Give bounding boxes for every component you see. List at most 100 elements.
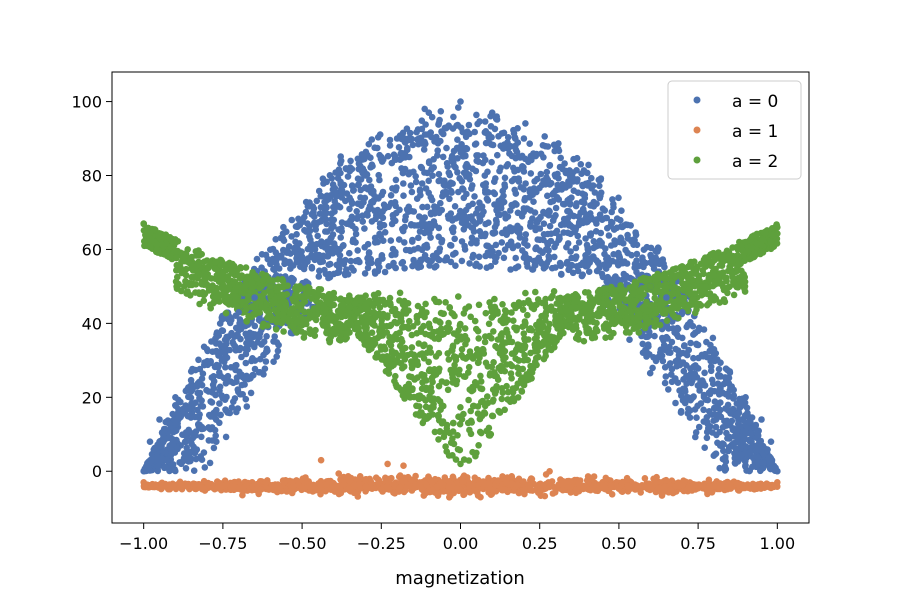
scatter-point: [564, 207, 571, 215]
scatter-point: [317, 456, 325, 464]
scatter-point: [543, 168, 551, 176]
scatter-point: [166, 420, 174, 428]
scatter-point: [452, 249, 459, 257]
scatter-point: [377, 155, 385, 163]
scatter-point: [703, 338, 710, 346]
scatter-point: [507, 266, 514, 273]
scatter-point: [661, 364, 669, 371]
scatter-point: [534, 236, 541, 243]
scatter-point: [633, 250, 641, 258]
scatter-point: [169, 410, 176, 418]
scatter-point: [759, 464, 767, 472]
scatter-point: [763, 447, 771, 454]
scatter-point: [201, 361, 208, 369]
scatter-point: [527, 170, 535, 177]
scatter-point: [717, 406, 724, 414]
scatter-point: [306, 483, 314, 491]
scatter-point: [400, 192, 407, 199]
scatter-point: [462, 144, 470, 152]
scatter-point: [549, 490, 557, 497]
scatter-point: [668, 365, 676, 373]
scatter-point: [376, 220, 384, 227]
scatter-point: [536, 184, 543, 192]
scatter-point: [433, 490, 441, 497]
scatter-point: [348, 200, 356, 207]
scatter-point: [440, 488, 448, 495]
scatter-point: [705, 389, 713, 397]
scatter-point: [489, 229, 497, 237]
scatter-point: [347, 488, 355, 495]
scatter-point: [507, 480, 515, 488]
scatter-point: [442, 299, 449, 306]
scatter-point: [711, 451, 719, 458]
scatter-point: [408, 331, 416, 339]
scatter-point: [210, 444, 218, 452]
scatter-point: [241, 381, 248, 388]
scatter-point: [768, 458, 776, 466]
scatter-point: [490, 189, 497, 196]
scatter-point: [533, 257, 540, 264]
scatter-point: [599, 205, 607, 212]
scatter-point: [511, 200, 519, 207]
scatter-point: [613, 224, 621, 232]
scatter-point: [661, 379, 669, 387]
scatter-point: [402, 486, 410, 494]
scatter-point: [531, 178, 538, 185]
points-layer: [140, 98, 781, 501]
scatter-point: [721, 374, 729, 381]
scatter-point: [584, 245, 592, 253]
scatter-point: [384, 460, 391, 468]
scatter-point: [546, 222, 554, 230]
scatter-point: [337, 234, 345, 241]
scatter-point: [662, 476, 670, 484]
scatter-point: [431, 264, 439, 271]
scatter-point: [213, 347, 220, 355]
scatter-point: [262, 251, 270, 259]
scatter-point: [400, 180, 407, 187]
scatter-point: [450, 224, 457, 231]
scatter-point: [700, 482, 707, 490]
scatter-point: [340, 481, 348, 488]
scatter-point: [648, 483, 656, 490]
scatter-point: [454, 155, 461, 162]
scatter-point: [549, 197, 557, 205]
scatter-point: [639, 340, 646, 348]
scatter-point: [409, 236, 416, 244]
scatter-point: [195, 420, 202, 428]
scatter-point: [464, 222, 472, 229]
scatter-point: [459, 185, 466, 192]
scatter-point: [581, 199, 588, 207]
scatter-point: [387, 237, 395, 244]
scatter-point: [509, 244, 517, 252]
scatter-point: [508, 152, 516, 160]
scatter-point: [690, 331, 697, 338]
scatter-point: [572, 244, 580, 252]
scatter-point: [256, 314, 263, 322]
scatter-point: [619, 223, 626, 231]
scatter-point: [716, 372, 724, 380]
scatter-point: [355, 181, 363, 188]
scatter-point: [518, 213, 526, 220]
scatter-point: [680, 376, 687, 383]
scatter-point: [471, 141, 479, 148]
scatter-point: [573, 263, 581, 270]
scatter-point: [216, 419, 223, 427]
scatter-point: [198, 433, 205, 441]
scatter-point: [552, 204, 560, 212]
scatter-point: [409, 141, 417, 149]
scatter-point: [201, 464, 209, 471]
scatter-point: [479, 397, 487, 405]
scatter-point: [542, 142, 549, 150]
scatter-point: [457, 404, 464, 411]
scatter-point: [369, 199, 377, 206]
scatter-point: [533, 150, 540, 158]
scatter-point: [515, 175, 522, 182]
scatter-point: [410, 208, 418, 215]
scatter-point: [672, 375, 679, 382]
scatter-point: [487, 491, 495, 499]
scatter-point: [679, 481, 686, 489]
scatter-point: [522, 289, 529, 297]
scatter-point: [315, 273, 323, 280]
scatter-point: [256, 330, 264, 337]
scatter-point: [502, 226, 510, 233]
